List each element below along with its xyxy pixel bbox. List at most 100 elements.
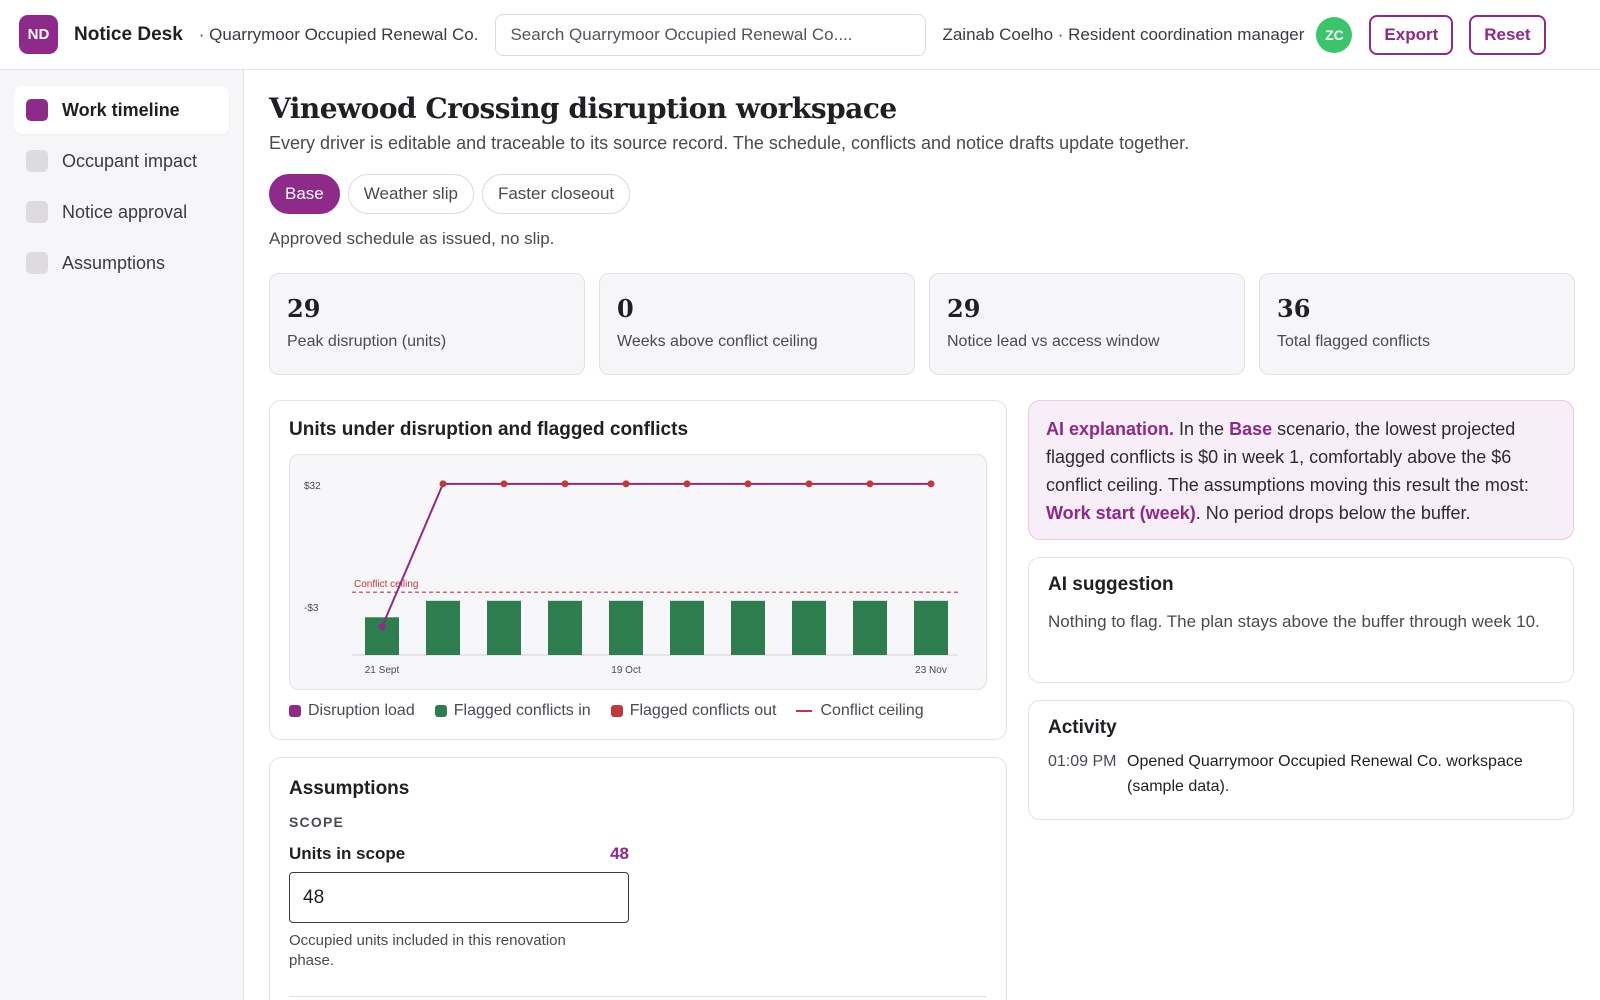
- kpi-label: Peak disruption (units): [287, 333, 447, 350]
- kpi-card: 36 Total flagged conflicts: [1259, 273, 1575, 375]
- legend-line-swatch: [796, 710, 813, 712]
- avatar[interactable]: ZC: [1316, 16, 1353, 53]
- bar: [487, 600, 521, 655]
- bar: [426, 600, 460, 655]
- sidebar-item-label: Notice approval: [62, 201, 188, 222]
- units-in-scope-input[interactable]: [289, 872, 629, 923]
- line-point: [622, 480, 630, 488]
- main-content: Vinewood Crossing disruption workspace E…: [269, 70, 1579, 1000]
- activity-time: 01:09 PM: [1048, 753, 1117, 770]
- page-subtitle: Every driver is editable and traceable t…: [269, 133, 1190, 153]
- bar: [548, 600, 582, 655]
- app-name: Notice Desk: [74, 23, 183, 45]
- ai-explanation-label: AI explanation.: [1046, 419, 1175, 439]
- chart-title: Units under disruption and flagged confl…: [289, 419, 689, 440]
- activity-card: Activity 01:09 PM Opened Quarrymoor Occu…: [1028, 700, 1574, 820]
- y-tick-label: -$3: [304, 603, 319, 614]
- ai-driver: Work start (week): [1046, 503, 1196, 523]
- ai-explanation-card: AI explanation. In the Base scenario, th…: [1028, 400, 1574, 540]
- ai-suggestion-body: Nothing to flag. The plan stays above th…: [1048, 612, 1540, 631]
- legend-label: Flagged conflicts out: [629, 702, 777, 719]
- chart-legend: Disruption load Flagged conflicts in Fla…: [289, 702, 987, 720]
- legend-swatch: [434, 705, 447, 717]
- legend-item: Flagged conflicts in: [434, 702, 591, 720]
- chart-card: Units under disruption and flagged confl…: [269, 400, 1007, 740]
- line-point: [439, 480, 447, 488]
- kpi-card: 29 Notice lead vs access window: [929, 273, 1245, 375]
- bar: [914, 600, 948, 655]
- legend-swatch: [289, 705, 301, 717]
- line-point: [683, 480, 691, 488]
- line-point: [744, 480, 752, 488]
- bar: [670, 600, 704, 655]
- kpi-label: Total flagged conflicts: [1277, 333, 1430, 350]
- bar: [365, 617, 399, 655]
- export-button[interactable]: Export: [1369, 14, 1454, 55]
- sidebar-item-label: Occupant impact: [62, 150, 198, 171]
- nav-square-icon: [26, 201, 48, 223]
- ai-suggestion-title: AI suggestion: [1048, 574, 1174, 595]
- tab-weather-slip[interactable]: Weather slip: [347, 174, 474, 214]
- ai-text: . No period drops below the buffer.: [1195, 503, 1471, 523]
- kpi-label: Notice lead vs access window: [947, 333, 1160, 350]
- sidebar-item-assumptions[interactable]: Assumptions: [14, 239, 229, 287]
- kpi-row: 29 Peak disruption (units) 0 Weeks above…: [269, 273, 1579, 375]
- kpi-label: Weeks above conflict ceiling: [617, 333, 818, 350]
- kpi-value: 0: [617, 294, 634, 323]
- ceiling-annotation: Conflict ceiling: [354, 579, 418, 590]
- scenario-tabs: Base Weather slip Faster closeout: [269, 174, 1579, 214]
- section-label: SCOPE: [289, 814, 345, 830]
- legend-item: Disruption load: [289, 702, 415, 720]
- line-point: [561, 480, 569, 488]
- legend-label: Flagged conflicts in: [453, 702, 591, 719]
- ai-text: In the: [1174, 419, 1230, 439]
- search-input[interactable]: [495, 13, 927, 56]
- legend-label: Disruption load: [308, 702, 415, 719]
- nav-square-icon: [26, 252, 48, 274]
- user-info: Zainab Coelho · Resident coordination ma…: [942, 24, 1305, 44]
- activity-title: Activity: [1048, 717, 1117, 738]
- tab-faster-closeout[interactable]: Faster closeout: [481, 174, 631, 214]
- chart-svg: $32 -$3 Conflict ceiling 21 Sept 19 Oct 23 No…: [304, 480, 958, 676]
- ai-text: scenario, the lowest projected flagged c…: [1046, 419, 1529, 495]
- x-tick-label: 23 Nov: [915, 665, 947, 676]
- divider: [289, 995, 987, 997]
- scenario-description: Approved schedule as issued, no slip.: [269, 229, 555, 248]
- assumptions-title: Assumptions: [289, 778, 410, 799]
- sidebar: Work timeline Occupant impact Notice app…: [0, 70, 244, 1000]
- legend-swatch: [610, 705, 623, 717]
- page-title: Vinewood Crossing disruption workspace: [269, 92, 897, 125]
- sidebar-item-notice-approval[interactable]: Notice approval: [14, 188, 229, 236]
- legend-item: Conflict ceiling: [796, 702, 924, 720]
- tab-base[interactable]: Base: [269, 174, 340, 214]
- x-tick-label: 19 Oct: [611, 665, 641, 676]
- kpi-value: 29: [287, 294, 321, 323]
- line-point: [866, 480, 874, 488]
- line-point: [500, 480, 508, 488]
- bar: [731, 600, 765, 655]
- reset-button[interactable]: Reset: [1469, 14, 1546, 55]
- activity-entry: 01:09 PM Opened Quarrymoor Occupied Rene…: [1048, 749, 1554, 799]
- kpi-value: 36: [1277, 294, 1311, 323]
- sidebar-item-work-timeline[interactable]: Work timeline: [14, 86, 229, 134]
- chart-area: $32 -$3 Conflict ceiling 21 Sept 19 Oct 23 No…: [289, 454, 987, 690]
- sidebar-item-label: Assumptions: [62, 252, 166, 273]
- app-logo: ND: [19, 15, 58, 54]
- kpi-card: 0 Weeks above conflict ceiling: [599, 273, 915, 375]
- ai-suggestion-card: AI suggestion Nothing to flag. The plan …: [1028, 557, 1574, 683]
- kpi-card: 29 Peak disruption (units): [269, 273, 585, 375]
- kpi-value: 29: [947, 294, 981, 323]
- nav-square-icon: [26, 99, 48, 121]
- sidebar-item-occupant-impact[interactable]: Occupant impact: [14, 137, 229, 185]
- bar: [609, 600, 643, 655]
- assumptions-card: Assumptions SCOPE Units in scope 48 Occu…: [269, 757, 1007, 1000]
- org-name: · Quarrymoor Occupied Renewal Co.: [198, 24, 479, 44]
- line-point: [927, 480, 935, 488]
- top-bar: ND Notice Desk · Quarrymoor Occupied Ren…: [0, 0, 1600, 70]
- series-line-disruption-load: [381, 482, 931, 628]
- legend-item: Flagged conflicts out: [610, 702, 777, 720]
- ai-scenario: Base: [1229, 419, 1273, 439]
- field-help: Occupied units included in this renovati…: [289, 932, 566, 970]
- bar: [853, 600, 887, 655]
- y-tick-label: $32: [304, 481, 321, 492]
